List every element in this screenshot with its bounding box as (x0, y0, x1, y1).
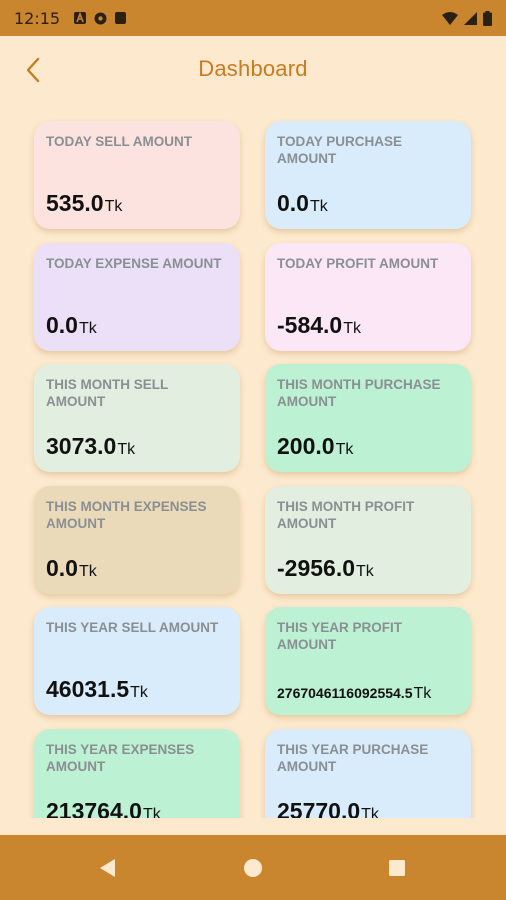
stat-card-unit: Tk (142, 805, 161, 819)
stat-card-unit: Tk (356, 562, 374, 580)
stat-card-unit: Tk (78, 562, 97, 580)
stat-card-value: 25770.0 (277, 797, 361, 819)
notification-sd-card-icon (115, 12, 127, 24)
stat-card-value: 0.0 (46, 554, 78, 581)
stat-card-value-row: 46031.5Tk (46, 676, 148, 703)
stat-card[interactable]: THIS MONTH PROFIT AMOUNT -2956.0Tk (265, 485, 471, 594)
stat-card[interactable]: THIS YEAR SELL AMOUNT 46031.5Tk (34, 607, 240, 715)
dashboard-grid: TODAY SELL AMOUNT 535.0Tk TODAY PURCHASE A… (0, 106, 506, 818)
stat-card-unit: Tk (117, 441, 136, 458)
stat-card[interactable]: THIS MONTH EXPENSES AMOUNT 0.0Tk (34, 485, 240, 594)
back-button[interactable] (18, 52, 48, 88)
stat-card-label: TODAY SELL AMOUNT (46, 134, 193, 149)
stat-card-value: 200.0 (277, 433, 335, 459)
nav-home-button[interactable] (238, 853, 268, 883)
stat-card[interactable]: THIS MONTH SELL AMOUNT 3073.0Tk (34, 364, 240, 472)
stat-card-value-row: 25770.0Tk (277, 798, 379, 819)
stat-card-label: TODAY PURCHASE AMOUNT (277, 134, 403, 166)
triangle-back-icon (100, 859, 115, 877)
stat-card-value: 213764.0 (46, 797, 142, 819)
stat-card-value: 3073.0 (46, 433, 117, 459)
circle-home-icon (244, 859, 262, 877)
stat-card-value-row: -584.0Tk (277, 312, 361, 339)
navigation-bar (0, 835, 506, 900)
stat-card[interactable]: TODAY PURCHASE AMOUNT 0.0Tk (265, 121, 471, 229)
status-notification-icons (66, 12, 127, 25)
stat-card-label: TODAY PROFIT AMOUNT (277, 255, 439, 271)
page-title: Dashboard (198, 56, 308, 81)
stat-card-label: THIS YEAR EXPENSES AMOUNT (46, 741, 195, 774)
signal-icon (464, 11, 477, 25)
stat-card[interactable]: THIS YEAR PURCHASE AMOUNT 25770.0Tk (265, 728, 471, 819)
stat-card-value-row: -2956.0Tk (277, 555, 374, 582)
stat-card-label: THIS YEAR SELL AMOUNT (46, 620, 219, 635)
nav-recents-button[interactable] (382, 853, 412, 883)
stat-card-label: THIS MONTH PROFIT AMOUNT (277, 498, 415, 531)
chevron-left-icon (26, 57, 40, 83)
notification-a-icon (74, 12, 87, 24)
notification-gallery-icon (94, 12, 107, 24)
stat-card[interactable]: TODAY EXPENSE AMOUNT 0.0Tk (34, 242, 240, 351)
stat-card-unit: Tk (335, 441, 354, 458)
stat-card-unit: Tk (343, 319, 361, 337)
stat-card[interactable]: TODAY PROFIT AMOUNT -584.0Tk (265, 242, 471, 351)
status-time: 12:15 (14, 8, 61, 28)
stat-card-label: THIS MONTH EXPENSES AMOUNT (46, 498, 207, 531)
stat-card[interactable]: THIS MONTH PURCHASE AMOUNT 200.0Tk (265, 364, 471, 472)
stat-card[interactable]: THIS YEAR EXPENSES AMOUNT 213764.0Tk (34, 728, 240, 819)
stat-card-unit: Tk (78, 319, 97, 337)
stat-card-value: 0.0 (46, 311, 78, 338)
battery-icon (483, 10, 492, 26)
status-system-icons (442, 10, 492, 26)
stat-card-value-row: 0.0Tk (46, 555, 97, 582)
stat-card-value-row: 213764.0Tk (46, 798, 161, 819)
stat-card-label: THIS MONTH PURCHASE AMOUNT (277, 377, 441, 409)
stat-card[interactable]: TODAY SELL AMOUNT 535.0Tk (34, 121, 240, 229)
stat-card-value: -2956.0 (277, 554, 356, 581)
stat-card-value-row: 0.0Tk (277, 190, 328, 217)
stat-card-value: 0.0 (277, 190, 309, 216)
stat-card-value-row: 3073.0Tk (46, 433, 135, 460)
nav-back-button[interactable] (93, 853, 123, 883)
stat-card-unit: Tk (413, 685, 432, 702)
app-bar: Dashboard (0, 36, 506, 106)
stat-card-label: THIS YEAR PURCHASE AMOUNT (277, 741, 429, 774)
stat-card-value-row: 0.0Tk (46, 312, 97, 339)
stat-card-value-row: 2767046116092554.5Tk (277, 685, 431, 703)
stat-card-value: 46031.5 (46, 676, 130, 702)
status-bar: 12:15 (0, 0, 506, 36)
stat-card-label: THIS MONTH SELL AMOUNT (46, 377, 169, 409)
stat-card[interactable]: THIS YEAR PROFIT AMOUNT 2767046116092554.… (265, 607, 471, 715)
stat-card-label: THIS YEAR PROFIT AMOUNT (277, 620, 403, 652)
stat-card-unit: Tk (130, 684, 148, 701)
stat-card-label: TODAY EXPENSE AMOUNT (46, 255, 222, 271)
stat-card-value-row: 200.0Tk (277, 433, 353, 460)
stat-card-unit: Tk (104, 198, 123, 215)
stat-card-unit: Tk (309, 198, 328, 215)
square-recents-icon (389, 860, 405, 876)
stat-card-value: 535.0 (46, 190, 104, 216)
stat-card-unit: Tk (361, 805, 379, 819)
stat-card-value: 2767046116092554.5 (277, 685, 413, 701)
stat-card-value-row: 535.0Tk (46, 190, 122, 217)
stat-card-value: -584.0 (277, 311, 343, 338)
wifi-icon (442, 11, 458, 25)
